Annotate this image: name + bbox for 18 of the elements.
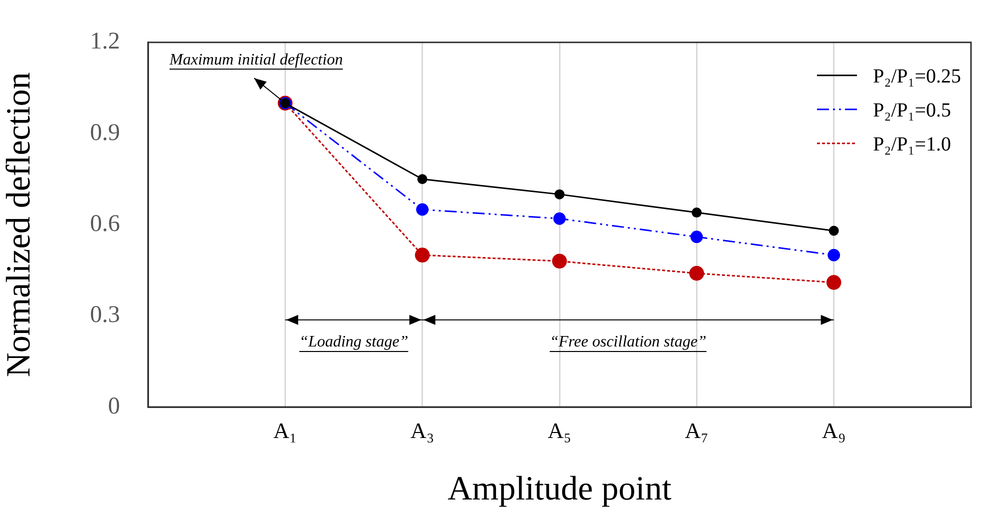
annotation: Maximum initial deflection bbox=[168, 51, 343, 68]
x-tick-label: A₇ bbox=[684, 418, 708, 443]
y-tick-label: 0 bbox=[108, 393, 120, 420]
x-tick-label: A₉ bbox=[822, 418, 846, 443]
y-tick-label: 1.2 bbox=[90, 28, 120, 55]
annotation: “Loading stage” bbox=[299, 334, 408, 351]
y-tick-label: 0.3 bbox=[90, 302, 120, 328]
x-axis-title: Amplitude point bbox=[448, 470, 672, 508]
x-tick-label: A₅ bbox=[548, 418, 572, 443]
y-tick-label: 0.6 bbox=[90, 210, 120, 237]
annotation: “Free oscillation stage” bbox=[550, 334, 707, 351]
x-tick-label: A₃ bbox=[410, 418, 434, 443]
legend-label: P₂/P₁=1.0 bbox=[872, 134, 952, 156]
x-tick-label: A₁ bbox=[273, 418, 297, 443]
legend-label: P₂/P₁=0.25 bbox=[872, 66, 962, 88]
legend-label: P₂/P₁=0.5 bbox=[872, 100, 952, 122]
y-axis-title: Normalized deflection bbox=[0, 72, 38, 378]
y-tick-label: 0.9 bbox=[90, 120, 120, 146]
